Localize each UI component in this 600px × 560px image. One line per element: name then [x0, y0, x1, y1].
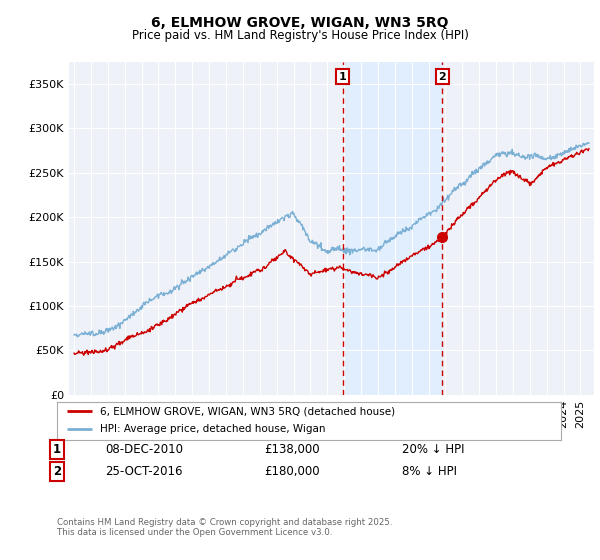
- Text: 25-OCT-2016: 25-OCT-2016: [105, 465, 182, 478]
- Text: Contains HM Land Registry data © Crown copyright and database right 2025.
This d: Contains HM Land Registry data © Crown c…: [57, 518, 392, 538]
- Text: 08-DEC-2010: 08-DEC-2010: [105, 443, 183, 456]
- Text: 1: 1: [339, 72, 347, 82]
- Text: 8% ↓ HPI: 8% ↓ HPI: [402, 465, 457, 478]
- Text: 2: 2: [439, 72, 446, 82]
- Text: £138,000: £138,000: [264, 443, 320, 456]
- Text: 1: 1: [53, 443, 61, 456]
- Text: 6, ELMHOW GROVE, WIGAN, WN3 5RQ (detached house): 6, ELMHOW GROVE, WIGAN, WN3 5RQ (detache…: [100, 407, 395, 417]
- Text: Price paid vs. HM Land Registry's House Price Index (HPI): Price paid vs. HM Land Registry's House …: [131, 29, 469, 42]
- Text: 2: 2: [53, 465, 61, 478]
- Bar: [343, 62, 442, 395]
- Text: £180,000: £180,000: [264, 465, 320, 478]
- Text: HPI: Average price, detached house, Wigan: HPI: Average price, detached house, Wiga…: [100, 424, 325, 434]
- Text: 20% ↓ HPI: 20% ↓ HPI: [402, 443, 464, 456]
- Text: 6, ELMHOW GROVE, WIGAN, WN3 5RQ: 6, ELMHOW GROVE, WIGAN, WN3 5RQ: [151, 16, 449, 30]
